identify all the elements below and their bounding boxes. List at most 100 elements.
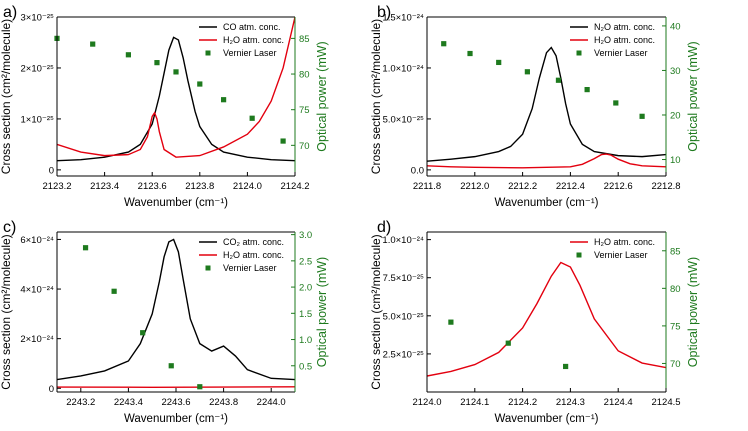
right-tick-label: 30 xyxy=(670,66,681,77)
x-tick-label: 2243.6 xyxy=(161,397,190,408)
series-line-0 xyxy=(57,36,295,162)
right-axis-title: Optical power (mW) xyxy=(315,41,329,151)
series-line-1 xyxy=(427,153,666,169)
y-tick-label: 5.0×10⁻²⁵ xyxy=(383,311,424,322)
right-tick-label: 0.5 xyxy=(299,361,312,372)
x-tick-label: 2124.0 xyxy=(412,397,441,408)
legend-swatch xyxy=(576,50,582,56)
right-tick-label: 75 xyxy=(670,321,681,332)
x-tick-label: 2123.8 xyxy=(185,181,214,192)
right-tick-label: 1.5 xyxy=(299,309,312,320)
x-axis-title: Wavenumber (cm⁻¹) xyxy=(494,197,598,209)
legend-label: Vernier Laser xyxy=(594,48,648,58)
vernier-point xyxy=(82,245,89,251)
y-tick-label: 2×10⁻²⁴ xyxy=(20,334,54,345)
right-tick-label: 85 xyxy=(670,246,681,257)
x-tick-label: 2124.2 xyxy=(280,181,309,192)
panel-a: a) 2123.2 2123.4 2123.6 2123.8 2124.0 2124.2 0 1… xyxy=(0,4,329,209)
y-tick-label: 1.5×10⁻²⁴ xyxy=(382,13,424,24)
legend-swatch xyxy=(205,265,211,271)
y-tick-label: 2×10⁻²⁵ xyxy=(20,63,54,74)
x-tick-label: 2124.0 xyxy=(233,181,262,192)
right-tick-label: 75 xyxy=(299,105,310,116)
x-tick-label: 2212.4 xyxy=(556,181,585,192)
x-tick-label: 2243.8 xyxy=(209,397,238,408)
panel-label: a) xyxy=(3,4,17,21)
right-tick-label: 10 xyxy=(670,155,681,166)
vernier-point xyxy=(441,41,447,47)
vernier-point xyxy=(140,330,146,336)
legend-label: H₂O atm. conc. xyxy=(594,237,655,247)
right-axis-title: Optical power (mW) xyxy=(315,257,329,367)
vernier-point xyxy=(197,81,203,87)
right-tick-label: 80 xyxy=(670,284,681,295)
x-tick-label: 2212.6 xyxy=(604,181,633,192)
x-tick-label: 2212.2 xyxy=(508,181,537,192)
y-tick-label: 1×10⁻²⁵ xyxy=(20,114,54,125)
x-tick-label: 2124.5 xyxy=(651,397,680,408)
vernier-point xyxy=(125,52,131,58)
y-tick-label: 0.0 xyxy=(411,165,424,176)
legend-label: H₂O atm. conc. xyxy=(223,250,284,260)
x-tick-label: 2212.8 xyxy=(651,181,680,192)
vernier-point xyxy=(639,113,645,119)
legend-label: CO₂ atm. conc. xyxy=(223,237,284,247)
vernier-point xyxy=(524,69,530,75)
y-axis-title: Cross section (cm²/molecule) xyxy=(0,234,13,389)
vernier-point xyxy=(555,77,562,83)
legend-label: Vernier Laser xyxy=(223,263,277,273)
legend-label: CO atm. conc. xyxy=(223,22,281,32)
series-line-1 xyxy=(57,17,295,158)
vernier-point xyxy=(280,138,286,144)
vernier-point xyxy=(168,363,174,369)
vernier-point xyxy=(496,59,502,66)
series-line-0 xyxy=(57,238,295,381)
y-tick-label: 4×10⁻²⁴ xyxy=(20,285,54,296)
panel-label: c) xyxy=(3,219,16,236)
x-axis-title: Wavenumber (cm⁻¹) xyxy=(124,197,228,209)
vernier-point xyxy=(584,86,590,93)
panel-d: d) 2124.0 2124.1 2124.2 2124.3 2124.4 2124.5 2.… xyxy=(369,219,700,425)
legend-label: Vernier Laser xyxy=(223,48,277,58)
legend-label: H₂O atm. conc. xyxy=(223,35,284,45)
y-tick-label: 0 xyxy=(49,165,54,176)
y-axis-title: Cross section (cm²/molecule) xyxy=(0,19,13,174)
x-tick-label: 2123.2 xyxy=(42,181,71,192)
vernier-point xyxy=(505,340,511,346)
x-tick-label: 2124.4 xyxy=(604,397,633,408)
x-tick-label: 2243.2 xyxy=(66,397,95,408)
y-tick-label: 7.5×10⁻²⁵ xyxy=(383,273,424,284)
right-tick-label: 70 xyxy=(670,359,681,370)
right-tick-label: 80 xyxy=(299,70,310,81)
panel-label: b) xyxy=(377,4,391,21)
x-tick-label: 2124.3 xyxy=(556,397,585,408)
panel-b: b) 2211.8 2212.0 2212.2 2212.4 2212.6 2212.8 0.… xyxy=(369,4,700,209)
vernier-point xyxy=(249,115,255,121)
x-tick-label: 2244.0 xyxy=(257,397,286,408)
x-tick-label: 2212.0 xyxy=(460,181,489,192)
vernier-point xyxy=(173,69,179,75)
right-tick-label: 20 xyxy=(670,110,681,121)
vernier-point xyxy=(613,100,619,106)
y-tick-label: 0 xyxy=(49,384,54,395)
right-tick-label: 3.0 xyxy=(299,230,312,241)
y-tick-label: 1.0×10⁻²⁴ xyxy=(382,63,424,74)
legend-swatch xyxy=(576,252,582,258)
legend-label: H₂O atm. conc. xyxy=(594,35,655,45)
vernier-point xyxy=(111,288,117,294)
vernier-point xyxy=(221,97,227,103)
x-tick-label: 2124.2 xyxy=(508,397,537,408)
x-axis-title: Wavenumber (cm⁻¹) xyxy=(124,413,228,425)
series-line-1 xyxy=(57,386,295,388)
vernier-point xyxy=(448,319,454,325)
y-tick-label: 5.0×10⁻²⁵ xyxy=(383,114,424,125)
right-axis-title: Optical power (mW) xyxy=(686,257,700,367)
right-tick-label: 1.0 xyxy=(299,335,312,346)
y-tick-label: 3×10⁻²⁵ xyxy=(20,13,54,24)
x-tick-label: 2211.8 xyxy=(413,181,441,192)
y-tick-label: 1.0×10⁻²⁴ xyxy=(382,235,424,246)
x-tick-label: 2243.4 xyxy=(114,397,143,408)
y-tick-label: 2.5×10⁻²⁵ xyxy=(383,349,424,360)
right-tick-label: 85 xyxy=(299,34,310,45)
